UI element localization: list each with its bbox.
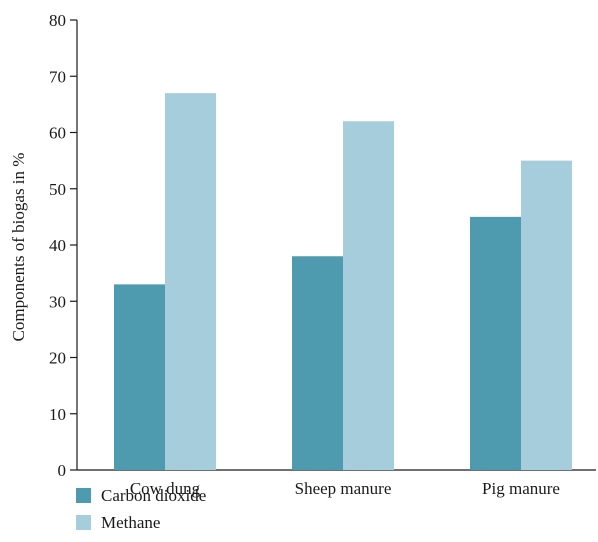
bar-carbon-dioxide-pig-manure	[470, 216, 521, 470]
y-tick-label: 80	[49, 11, 66, 30]
y-tick-label: 40	[49, 236, 66, 255]
x-tick-label: Pig manure	[482, 479, 560, 498]
x-axis-tick-labels: Cow dung Sheep manure Pig manure	[130, 479, 560, 498]
legend-swatch	[76, 515, 91, 530]
y-axis-ticks: 0 10 20 30 40 50 60 70 80	[49, 11, 77, 480]
x-tick-label: Cow dung	[130, 479, 201, 498]
bars	[114, 93, 572, 470]
bar-methane-cow-dung	[165, 93, 216, 470]
legend: Carbon dioxide Methane	[76, 486, 206, 532]
y-tick-label: 20	[49, 349, 66, 368]
y-tick-label: 10	[49, 405, 66, 424]
y-tick-label: 30	[49, 292, 66, 311]
y-axis-title: Components of biogas in %	[9, 153, 28, 342]
legend-swatch	[76, 488, 91, 503]
y-tick-label: 50	[49, 180, 66, 199]
legend-label: Carbon dioxide	[101, 486, 206, 505]
bar-carbon-dioxide-cow-dung	[114, 284, 165, 470]
y-tick-label: 60	[49, 124, 66, 143]
x-tick-label: Sheep manure	[295, 479, 392, 498]
legend-label: Methane	[101, 513, 160, 532]
bar-methane-sheep-manure	[343, 121, 394, 470]
y-tick-label: 0	[58, 461, 67, 480]
bar-carbon-dioxide-sheep-manure	[292, 256, 343, 470]
y-tick-label: 70	[49, 67, 66, 86]
bar-methane-pig-manure	[521, 160, 572, 470]
